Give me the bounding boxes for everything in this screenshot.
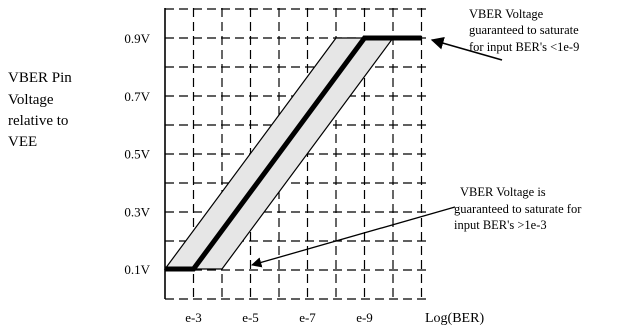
annotation-upper-arrow: [430, 37, 503, 61]
x-axis-unit-label: Log(BER): [425, 311, 484, 326]
annotation-lower-line: guaranteed to saturate for: [454, 202, 582, 216]
y-tick-label: 0.3V: [124, 204, 150, 219]
plot-marks: [163, 35, 422, 272]
y-axis-title-line: Voltage: [8, 92, 54, 108]
x-tick-labels: e-3 e-5 e-7 e-9: [185, 310, 373, 325]
annotation-upper-line: VBER Voltage: [469, 7, 544, 21]
y-tick-label: 0.1V: [124, 262, 150, 277]
x-tick-label: e-9: [356, 310, 373, 325]
x-tick-label: e-3: [185, 310, 202, 325]
annotation-upper-line: for input BER's <1e-9: [469, 40, 579, 54]
annotation-lower-arrow: [251, 206, 456, 268]
y-axis-title-line: VBER Pin: [8, 70, 72, 86]
y-tick-label: 0.5V: [124, 147, 150, 162]
y-tick-labels: 0.9V 0.7V 0.5V 0.3V 0.1V: [124, 31, 150, 277]
annotation-lower-line: input BER's >1e-3: [454, 218, 547, 232]
vber-characteristic-line: [165, 35, 422, 272]
annotation-upper-line: guaranteed to saturate: [469, 23, 579, 37]
annotation-lower: VBER Voltage is guaranteed to saturate f…: [251, 185, 582, 268]
x-tick-label: e-7: [299, 310, 316, 325]
y-axis-title-line: relative to: [8, 113, 68, 129]
annotation-lower-line: VBER Voltage is: [460, 185, 546, 199]
y-tick-label: 0.9V: [124, 31, 150, 46]
annotation-upper: VBER Voltage guaranteed to saturate for …: [430, 7, 579, 61]
x-tick-label: e-5: [242, 310, 259, 325]
y-axis-title-line: VEE: [8, 134, 37, 150]
y-tick-label: 0.7V: [124, 89, 150, 104]
